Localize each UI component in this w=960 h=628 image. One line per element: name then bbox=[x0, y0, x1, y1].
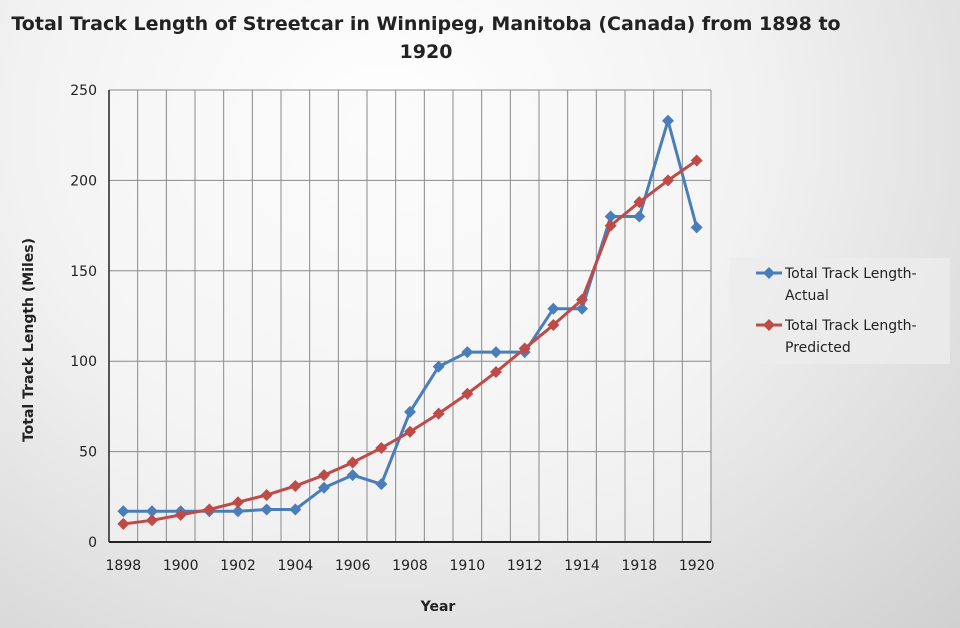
data-point-marker bbox=[404, 405, 416, 418]
x-axis-label: Year bbox=[420, 599, 456, 615]
y-tick-labels: 0 50 100 150 200 250 bbox=[70, 83, 97, 551]
data-point-marker bbox=[318, 469, 330, 482]
x-tick-labels: 1898 1900 1902 1904 1906 1908 1910 1912 1914 1918… bbox=[106, 558, 715, 574]
x-tick-label: 1900 bbox=[163, 558, 199, 574]
data-point-marker bbox=[662, 174, 674, 187]
y-tick-label: 200 bbox=[70, 173, 97, 189]
x-tick-label: 1908 bbox=[392, 558, 428, 574]
chart-title-line-2: 1920 bbox=[400, 41, 453, 63]
legend: Total Track Length- Actual Total Track L… bbox=[730, 258, 950, 364]
legend-predicted-line-1: Total Track Length- bbox=[784, 318, 917, 334]
data-point-marker bbox=[260, 503, 273, 516]
y-tick-label: 250 bbox=[70, 83, 97, 99]
data-point-marker bbox=[633, 210, 646, 223]
legend-actual-line-2: Actual bbox=[785, 288, 829, 304]
legend-predicted-marker-icon bbox=[763, 319, 775, 331]
y-tick-label: 50 bbox=[79, 445, 97, 461]
data-point-marker bbox=[461, 346, 474, 359]
data-point-marker bbox=[547, 319, 560, 332]
legend-predicted-line-2: Predicted bbox=[785, 340, 851, 356]
x-tick-label: 1912 bbox=[507, 558, 543, 574]
data-point-marker bbox=[547, 302, 560, 315]
data-point-marker bbox=[232, 505, 244, 518]
data-point-marker bbox=[346, 469, 359, 482]
data-point-marker bbox=[690, 221, 703, 234]
data-point-marker bbox=[633, 196, 646, 209]
legend-actual-line-1: Total Track Length- bbox=[784, 266, 917, 282]
data-point-marker bbox=[346, 456, 359, 469]
data-point-marker bbox=[432, 360, 445, 373]
data-point-marker bbox=[518, 342, 531, 355]
series-group bbox=[117, 114, 703, 530]
y-tick-label: 150 bbox=[70, 264, 97, 280]
data-point-marker bbox=[289, 503, 302, 516]
data-point-marker bbox=[203, 503, 216, 516]
data-point-marker bbox=[662, 114, 674, 127]
data-point-marker bbox=[260, 488, 273, 501]
data-point-marker bbox=[146, 514, 158, 527]
data-point-marker bbox=[576, 293, 588, 306]
x-tick-label: 1920 bbox=[679, 558, 715, 574]
x-tick-label: 1902 bbox=[220, 558, 256, 574]
y-tick-label: 0 bbox=[88, 535, 97, 551]
data-point-marker bbox=[604, 210, 617, 223]
legend-actual-marker-icon bbox=[763, 267, 775, 279]
data-point-marker bbox=[404, 425, 416, 438]
data-point-marker bbox=[690, 154, 703, 167]
x-tick-label: 1898 bbox=[106, 558, 142, 574]
data-point-marker bbox=[576, 302, 588, 315]
data-point-marker bbox=[117, 517, 130, 530]
x-tick-label: 1904 bbox=[278, 558, 314, 574]
chart-title-line-1: Total Track Length of Streetcar in Winni… bbox=[11, 13, 840, 35]
data-point-marker bbox=[146, 505, 158, 518]
data-point-marker bbox=[461, 387, 474, 400]
plot-area bbox=[109, 90, 711, 542]
y-tick-label: 100 bbox=[70, 354, 97, 370]
data-point-marker bbox=[289, 479, 302, 492]
x-tick-label: 1918 bbox=[622, 558, 658, 574]
data-point-marker bbox=[318, 481, 330, 494]
grid bbox=[108, 89, 712, 543]
x-tick-label: 1906 bbox=[335, 558, 371, 574]
data-point-marker bbox=[432, 407, 445, 420]
x-tick-label: 1910 bbox=[450, 558, 486, 574]
data-point-marker bbox=[490, 366, 502, 379]
data-point-marker bbox=[490, 346, 502, 359]
data-point-marker bbox=[375, 478, 388, 491]
data-point-marker bbox=[604, 219, 617, 232]
x-tick-label: 1914 bbox=[564, 558, 600, 574]
data-point-marker bbox=[174, 508, 187, 521]
data-point-marker bbox=[232, 496, 244, 509]
data-point-marker bbox=[375, 441, 388, 454]
data-point-marker bbox=[117, 505, 130, 518]
y-axis-label: Total Track Length (Miles) bbox=[21, 238, 37, 442]
